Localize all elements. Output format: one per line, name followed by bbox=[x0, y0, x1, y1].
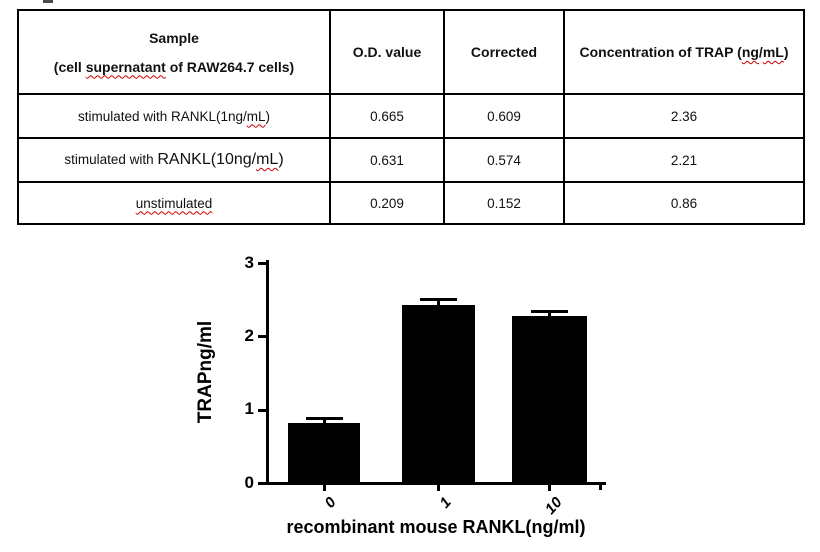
od-value-cell: 0.631 bbox=[329, 137, 445, 183]
spellcheck-flagged-text: mL bbox=[246, 108, 266, 124]
concentration-cell: 2.21 bbox=[563, 137, 805, 183]
col-header-od: O.D. value bbox=[329, 9, 445, 95]
x-tick-label: 10 bbox=[541, 494, 566, 518]
table-header-row: Sample (cell supernatant of RAW264.7 cel… bbox=[17, 9, 805, 95]
concentration-cell: 2.36 bbox=[563, 93, 805, 139]
spellcheck-flagged-text: ng bbox=[741, 44, 759, 60]
spellcheck-flagged-text: supernatant bbox=[85, 58, 166, 75]
spellcheck-flagged-text: unstimulated bbox=[135, 195, 213, 211]
x-tick-label: 0 bbox=[321, 494, 340, 512]
y-axis-line bbox=[266, 260, 269, 485]
x-axis-tick bbox=[548, 485, 551, 491]
error-bar-stem bbox=[437, 299, 440, 312]
y-axis-tick bbox=[258, 408, 266, 412]
x-tick-label: 1 bbox=[435, 494, 455, 512]
text-segment: stimulated with RANKL(1ng/ bbox=[77, 108, 247, 124]
error-bar-stem bbox=[322, 418, 326, 429]
col-header-corrected: Corrected bbox=[443, 9, 565, 95]
table-row: unstimulated 0.209 0.152 0.86 bbox=[17, 181, 805, 225]
error-bar-stem bbox=[548, 311, 551, 322]
sample-header-subtitle: (cell supernatant of RAW264.7 cells) bbox=[23, 59, 325, 75]
bar bbox=[402, 305, 475, 485]
text-segment: ) bbox=[265, 108, 271, 124]
col-header-sample: Sample (cell supernatant of RAW264.7 cel… bbox=[17, 9, 331, 95]
text-segment: ) bbox=[783, 44, 789, 60]
text-segment: / bbox=[758, 44, 763, 60]
trap-results-table: Sample (cell supernatant of RAW264.7 cel… bbox=[17, 9, 805, 225]
spellcheck-flagged-text: mL bbox=[256, 151, 279, 168]
bar bbox=[512, 315, 587, 485]
table-row: stimulated with RANKL(10ng/mL) 0.631 0.574… bbox=[17, 137, 805, 183]
x-axis-end-tick bbox=[599, 485, 602, 490]
table-row: stimulated with RANKL(1ng/mL) 0.665 0.609 2… bbox=[17, 93, 805, 139]
corrected-cell: 0.574 bbox=[443, 137, 565, 183]
spellcheck-flagged-text: mL bbox=[762, 44, 784, 60]
text-segment: RANKL(10ng/ bbox=[157, 151, 257, 168]
text-segment: (cell bbox=[53, 58, 86, 75]
corrected-cell: 0.152 bbox=[443, 181, 565, 225]
text-segment: ) bbox=[278, 151, 284, 168]
y-tick-label: 2 bbox=[244, 325, 254, 345]
text-segment: Concentration of TRAP ( bbox=[579, 44, 742, 60]
sample-cell: stimulated with RANKL(1ng/mL) bbox=[17, 93, 331, 139]
y-tick-label: 0 bbox=[244, 472, 254, 492]
sample-header-title: Sample bbox=[149, 29, 199, 46]
bar bbox=[288, 422, 360, 485]
corrected-cell: 0.609 bbox=[443, 93, 565, 139]
text-segment: of RAW264.7 cells) bbox=[165, 58, 295, 75]
sample-cell: stimulated with RANKL(10ng/mL) bbox=[17, 137, 331, 183]
y-axis-title: TRAPng/ml bbox=[195, 320, 216, 424]
table-body: stimulated with RANKL(1ng/mL) 0.665 0.609 2… bbox=[17, 93, 805, 225]
y-axis-tick bbox=[258, 262, 266, 266]
sample-cell: unstimulated bbox=[17, 181, 331, 225]
x-axis-tick bbox=[322, 485, 326, 491]
y-axis-tick bbox=[258, 482, 266, 485]
od-value-cell: 0.665 bbox=[329, 93, 445, 139]
y-tick-label: 1 bbox=[244, 399, 254, 419]
x-axis-title: recombinant mouse RANKL(ng/ml) bbox=[286, 517, 586, 537]
cropped-text-fragment bbox=[43, 0, 53, 3]
y-axis-tick bbox=[258, 335, 266, 339]
y-tick-label: 3 bbox=[244, 252, 254, 272]
text-segment: stimulated with bbox=[64, 152, 158, 167]
col-header-concentration: Concentration of TRAP (ng/mL) bbox=[563, 9, 805, 95]
concentration-cell: 0.86 bbox=[563, 181, 805, 225]
od-value-cell: 0.209 bbox=[329, 181, 445, 225]
x-axis-tick bbox=[437, 485, 440, 491]
